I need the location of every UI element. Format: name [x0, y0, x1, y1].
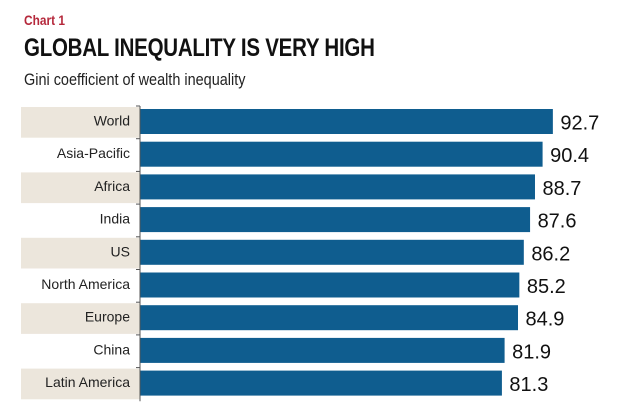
label-band	[21, 237, 140, 269]
label-band	[21, 172, 140, 204]
chart-subtitle: Gini coefficient of wealth inequality	[24, 70, 246, 89]
category-label: China	[93, 341, 130, 357]
value-label: 92.7	[560, 113, 599, 135]
bar	[140, 174, 535, 200]
bar	[140, 239, 524, 265]
bar	[140, 207, 531, 233]
value-label: 81.9	[512, 341, 551, 363]
category-label: Europe	[85, 309, 130, 325]
category-label: North America	[41, 276, 130, 292]
category-label: Africa	[94, 178, 130, 194]
bar	[140, 272, 520, 298]
bar	[140, 109, 553, 134]
value-label: 88.7	[542, 178, 581, 200]
category-label: Asia-Pacific	[57, 145, 130, 161]
category-label: US	[111, 243, 130, 259]
label-band	[21, 303, 140, 334]
value-label: 87.6	[538, 211, 577, 233]
value-label: 84.9	[526, 309, 565, 331]
value-label: 86.2	[531, 243, 570, 265]
category-label: World	[94, 113, 130, 129]
value-label: 90.4	[550, 145, 589, 167]
bar	[140, 305, 519, 331]
label-band	[21, 368, 140, 400]
bar	[140, 337, 505, 363]
chart-kicker: Chart 1	[24, 12, 65, 28]
value-label: 85.2	[527, 276, 566, 298]
bar	[140, 141, 543, 167]
bar	[140, 370, 502, 396]
chart-title: GLOBAL INEQUALITY IS VERY HIGH	[24, 34, 375, 62]
value-label: 81.3	[509, 374, 548, 396]
category-label: Latin America	[45, 374, 130, 390]
category-label: India	[100, 211, 131, 227]
label-band	[21, 107, 140, 138]
